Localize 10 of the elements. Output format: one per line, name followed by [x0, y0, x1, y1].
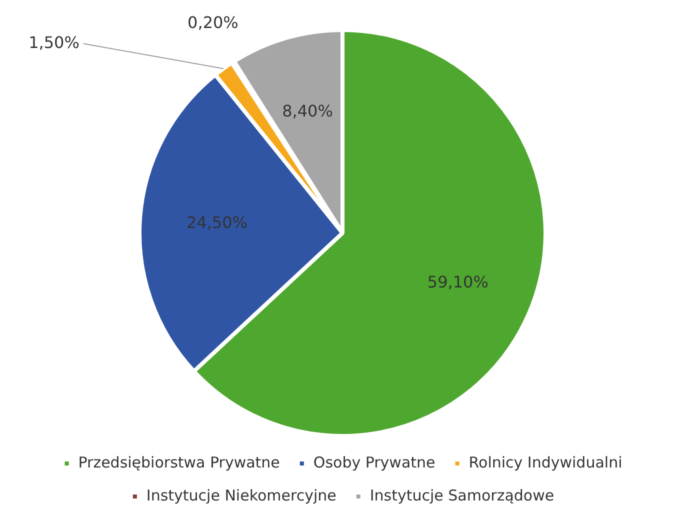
data-label: 1,50% [28, 32, 80, 52]
legend-label: Instytucje Samorządowe [370, 486, 554, 504]
data-label: 0,20% [188, 13, 238, 32]
data-label: 8,40% [282, 101, 333, 120]
data-label: 59,10% [427, 272, 488, 292]
legend-label: Rolnicy Indywidualni [468, 453, 622, 472]
data-label: 24,50% [186, 213, 248, 232]
legend-label: Przedsiębiorstwa Prywatne [78, 453, 280, 472]
legend-label: Instytucje Niekomercyjne [146, 486, 336, 504]
legend-label: Osoby Prywatne [313, 453, 436, 472]
